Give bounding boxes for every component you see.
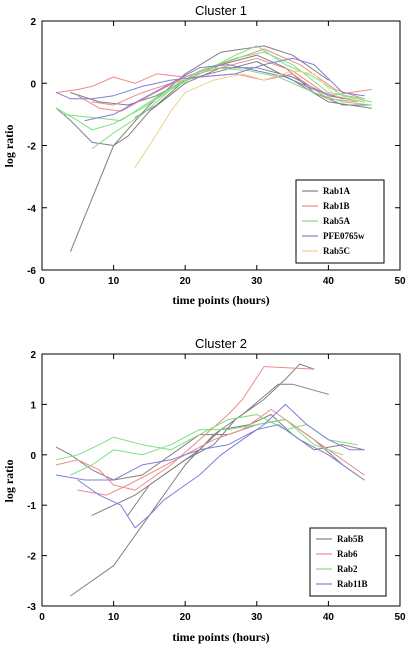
- legend-label: PFE0765w: [323, 231, 365, 241]
- series-line: [55, 57, 365, 100]
- x-axis-label: time points (hours): [172, 630, 269, 644]
- legend-label: Rab5A: [323, 216, 351, 226]
- series-line: [70, 45, 329, 252]
- x-axis-label: time points (hours): [172, 293, 269, 307]
- series-line: [91, 363, 315, 516]
- x-tick-label: 40: [323, 612, 335, 623]
- series-line: [70, 419, 344, 476]
- y-axis-label: log ratio: [2, 460, 16, 503]
- plot-frame: [41, 353, 401, 607]
- x-tick-label: 10: [108, 276, 120, 287]
- legend-label: Rab1B: [323, 201, 350, 211]
- chart-cluster-1: Cluster 1 time points (hours) log ratio …: [2, 3, 406, 307]
- y-tick-label: 0: [30, 79, 36, 90]
- legend-label: Rab2: [337, 564, 358, 574]
- x-tick-label: 50: [394, 276, 406, 287]
- x-tick-label: 50: [394, 612, 406, 623]
- y-tick-label: 0: [30, 451, 36, 462]
- legend-label: Rab5B: [337, 534, 364, 544]
- legend-label: Rab6: [337, 549, 358, 559]
- y-tick-label: -3: [27, 602, 36, 613]
- legend-label: Rab5C: [323, 246, 350, 256]
- x-tick-label: 20: [180, 612, 192, 623]
- x-tick-label: 20: [180, 276, 192, 287]
- y-tick-label: -6: [27, 266, 36, 277]
- legend-label: Rab1A: [323, 186, 351, 196]
- series-line: [70, 383, 329, 597]
- series-line: [77, 403, 365, 529]
- series-line: [55, 366, 315, 491]
- x-tick-label: 0: [39, 276, 45, 287]
- x-tick-label: 40: [323, 276, 335, 287]
- chart-cluster-2: Cluster 2 time points (hours) log ratio …: [2, 336, 406, 644]
- chart-title: Cluster 2: [195, 336, 247, 351]
- legend-label: Rab11B: [337, 579, 368, 589]
- legend: Rab5B Rab6 Rab2 Rab11B: [309, 527, 387, 597]
- x-tick-label: 0: [39, 612, 45, 623]
- series-line: [134, 54, 372, 118]
- y-tick-label: -2: [27, 142, 36, 153]
- chart-title: Cluster 1: [195, 3, 247, 18]
- y-axis-label: log ratio: [2, 125, 16, 168]
- series-line: [55, 67, 365, 146]
- legend: Rab1A Rab1B Rab5A PFE0765w Rab5C: [295, 179, 385, 264]
- y-tick-label: -4: [27, 204, 36, 215]
- y-tick-label: 2: [30, 350, 36, 361]
- series-line: [134, 70, 365, 168]
- y-tick-label: -1: [27, 501, 36, 512]
- y-tick-label: 2: [30, 17, 36, 28]
- series-line: [55, 424, 358, 481]
- x-tick-label: 30: [251, 612, 263, 623]
- series-line: [77, 408, 365, 496]
- y-tick-label: -2: [27, 552, 36, 563]
- x-tick-label: 30: [251, 276, 263, 287]
- series-line: [55, 414, 358, 461]
- x-tick-label: 10: [108, 612, 120, 623]
- series-line: [84, 64, 344, 122]
- series-line: [63, 67, 372, 122]
- y-tick-label: 1: [30, 400, 36, 411]
